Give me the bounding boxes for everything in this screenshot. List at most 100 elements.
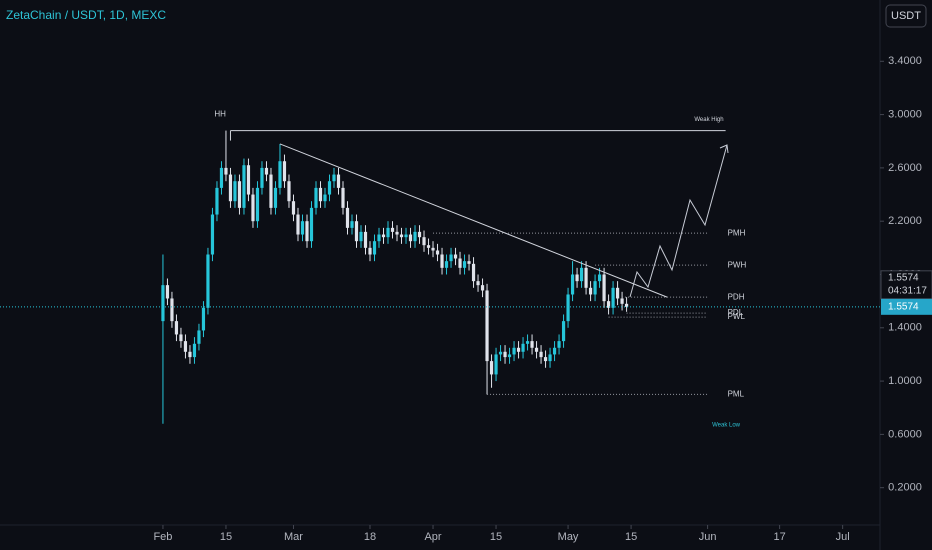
countdown: 04:31:17 xyxy=(888,285,927,296)
candle-body xyxy=(512,347,516,355)
candle-body xyxy=(570,274,575,295)
candle-body xyxy=(359,231,363,242)
candle-body xyxy=(575,274,579,282)
candle-body xyxy=(278,161,282,188)
projection-arrowhead xyxy=(719,144,729,154)
candle-body xyxy=(314,187,318,208)
candle-body xyxy=(341,187,345,208)
candle-body xyxy=(539,351,543,358)
candle-body xyxy=(192,343,197,358)
candle-body xyxy=(260,167,264,188)
candle-body xyxy=(489,361,494,375)
candle-body xyxy=(588,287,593,295)
y-tick-label: 1.0000 xyxy=(888,375,922,387)
candle-body xyxy=(543,357,548,362)
candle-body xyxy=(449,254,453,262)
candle-body xyxy=(206,254,210,308)
candle-body xyxy=(498,351,503,355)
candle-body xyxy=(179,334,183,342)
x-tick-label: Jul xyxy=(836,531,850,543)
candle-body xyxy=(566,294,570,322)
candle-body xyxy=(516,347,521,352)
candle-body xyxy=(246,165,251,195)
candle-body xyxy=(197,330,201,344)
candle-body xyxy=(548,354,552,362)
candle-body xyxy=(233,181,237,202)
candle-body xyxy=(467,261,471,264)
candle-body xyxy=(521,343,525,352)
candle-body xyxy=(458,258,462,268)
candle-body xyxy=(471,263,476,282)
candle-body xyxy=(440,254,444,268)
candle-body xyxy=(462,261,467,268)
x-tick-label: Mar xyxy=(284,531,303,543)
candle-body xyxy=(327,181,332,195)
candle-body xyxy=(485,290,489,362)
candle-body xyxy=(255,187,260,222)
level-label: PWL xyxy=(728,312,746,321)
x-tick-label: 15 xyxy=(625,531,637,543)
y-tick-label: 3.4000 xyxy=(888,55,922,67)
candle-body xyxy=(300,221,305,235)
price-tag xyxy=(881,298,932,315)
candle-body xyxy=(404,234,408,238)
candle-body xyxy=(444,261,449,268)
x-tick-label: 15 xyxy=(220,531,232,543)
candle-body xyxy=(399,234,404,238)
candle-body xyxy=(161,285,165,322)
candle-body xyxy=(620,298,624,304)
chart-title: ZetaChain / USDT, 1D, MEXC xyxy=(6,8,166,22)
note: Weak Low xyxy=(712,423,741,429)
level-label: PDH xyxy=(728,292,745,301)
projection-line xyxy=(629,144,728,298)
candle-body xyxy=(503,351,507,358)
candle-body xyxy=(363,231,368,248)
candle-body xyxy=(561,321,566,342)
candle-body xyxy=(381,234,386,238)
level-label: PDL xyxy=(728,308,744,317)
y-tick-label: 0.6000 xyxy=(888,428,922,440)
candle-body xyxy=(242,165,246,208)
candle-body xyxy=(386,227,390,238)
candle-body xyxy=(431,247,435,251)
candle-body xyxy=(534,347,539,352)
candle-body xyxy=(408,234,413,242)
candle-body xyxy=(174,321,179,335)
candle-body xyxy=(377,234,381,242)
candle-body xyxy=(215,187,219,215)
candle-body xyxy=(584,267,588,288)
x-tick-label: Feb xyxy=(153,531,172,543)
candle-body xyxy=(354,221,359,242)
candle-body xyxy=(507,354,512,358)
candle-body xyxy=(476,281,480,286)
y-tick-label: 2.6000 xyxy=(888,162,922,174)
currency-button[interactable] xyxy=(885,4,927,28)
x-tick-label: May xyxy=(558,531,579,543)
x-tick-label: 15 xyxy=(490,531,502,543)
candle-body xyxy=(480,285,485,291)
candle-body xyxy=(183,341,188,352)
candle-body xyxy=(269,174,273,208)
candle-body xyxy=(305,221,309,242)
candle-body xyxy=(296,214,300,235)
candle-body xyxy=(237,181,242,208)
candle-body xyxy=(201,307,206,331)
x-tick-label: 17 xyxy=(773,531,785,543)
candle-body xyxy=(611,287,615,308)
currency-label[interactable]: USDT xyxy=(891,10,921,22)
candle-body xyxy=(345,207,350,228)
candle-body xyxy=(413,231,417,242)
candle-body xyxy=(606,301,611,308)
y-tick-label: 2.2000 xyxy=(888,215,922,227)
candle-body xyxy=(210,214,215,255)
price-copy: 1.5574 xyxy=(888,272,919,283)
candle-body xyxy=(188,351,192,358)
candle-body xyxy=(291,201,296,215)
candle-body xyxy=(332,174,336,182)
candle-body xyxy=(579,267,584,282)
trendline xyxy=(279,143,668,298)
level-label: Weak High xyxy=(694,117,723,123)
candle-body xyxy=(165,285,170,299)
